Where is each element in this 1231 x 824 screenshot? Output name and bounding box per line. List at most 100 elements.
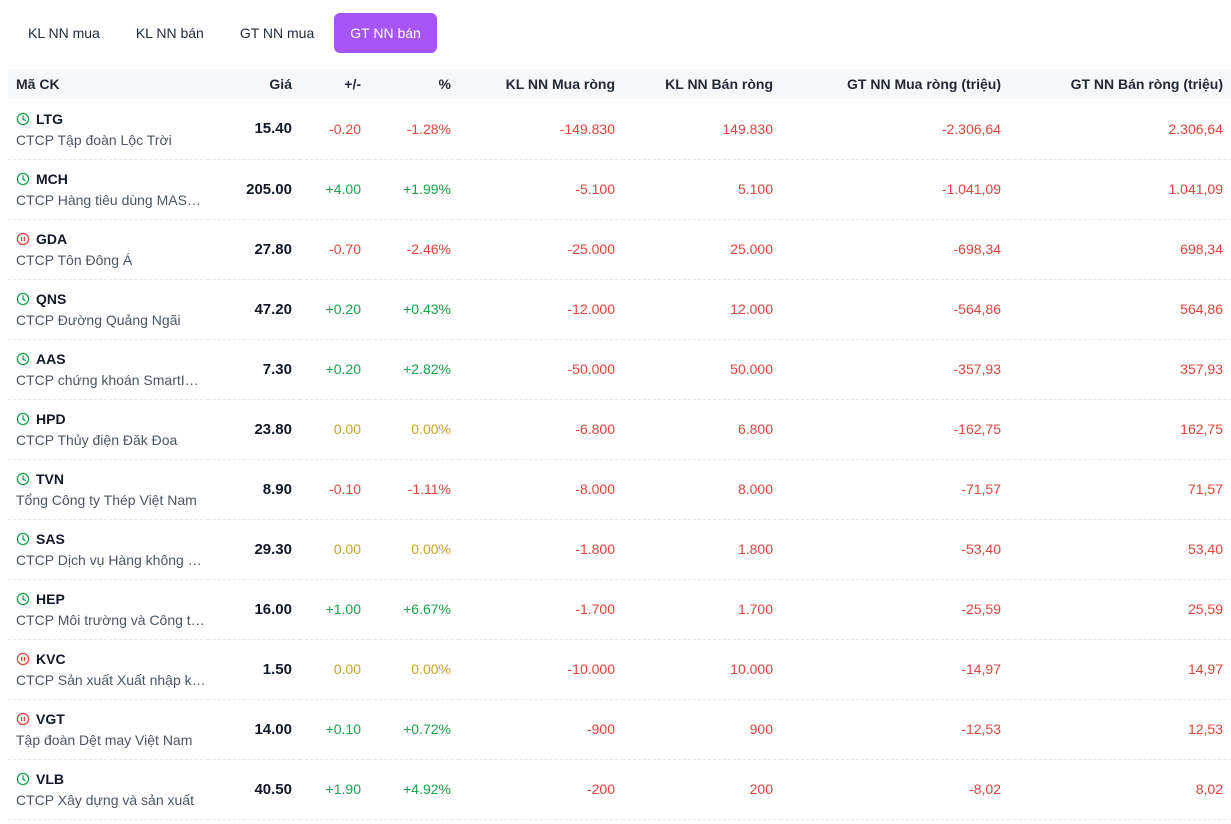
tab-kl-nn-bán[interactable]: KL NN bán — [135, 25, 204, 41]
table-row[interactable]: VLB CTCP Xây dựng và sản xuất 40.50 +1.90 +4… — [8, 759, 1231, 819]
change: 0.00 — [333, 541, 361, 557]
kl-net-sell: 6.800 — [737, 421, 773, 437]
gt-net-buy: -1.041,09 — [941, 181, 1001, 197]
tab-gt-nn-mua[interactable]: GT NN mua — [239, 25, 315, 41]
header-symbol[interactable]: Mã CK — [16, 76, 60, 92]
gt-net-buy: -8,02 — [969, 781, 1001, 797]
kl-net-buy: -50.000 — [567, 361, 615, 377]
table-row[interactable]: LTG CTCP Tập đoàn Lộc Trời 15.40 -0.20 -1.28… — [8, 99, 1231, 159]
tab-gt-nn-bán[interactable]: GT NN bán — [334, 13, 437, 53]
change: +1.90 — [325, 781, 361, 797]
table-row[interactable]: HEP CTCP Môi trường và Công trình 16.00 +1.… — [8, 579, 1231, 639]
kl-net-buy: -900 — [586, 721, 615, 737]
company-name: CTCP Hàng tiêu dùng MASAN — [16, 192, 206, 208]
tab-kl-nn-mua[interactable]: KL NN mua — [28, 25, 100, 41]
company-name: Tập đoàn Dệt may Việt Nam — [16, 732, 193, 748]
table-row[interactable]: QNS CTCP Đường Quảng Ngãi 47.20 +0.20 +0.43%… — [8, 279, 1231, 339]
table-row[interactable]: MCH CTCP Hàng tiêu dùng MASAN 205.00 +4.00 +… — [8, 159, 1231, 219]
table-row[interactable]: SAS CTCP Dịch vụ Hàng không Sân bay 29.30 0… — [8, 519, 1231, 579]
company-name: CTCP chứng khoán SmartInvest — [16, 372, 206, 388]
stock-symbol[interactable]: SAS — [36, 531, 65, 547]
symbol-cell[interactable]: VLB CTCP Xây dựng và sản xuất — [8, 759, 208, 819]
company-name: CTCP Tôn Đông Á — [16, 252, 133, 268]
percent-change: +0.72% — [403, 721, 451, 737]
company-name: CTCP Sản xuất Xuất nhập khẩu — [16, 672, 206, 688]
percent-change: +6.67% — [403, 601, 451, 617]
stock-symbol[interactable]: HEP — [36, 591, 65, 607]
stock-symbol[interactable]: GDA — [36, 231, 68, 247]
stock-symbol[interactable]: KVC — [36, 651, 66, 667]
symbol-cell[interactable]: QNS CTCP Đường Quảng Ngãi — [8, 279, 208, 339]
clock-icon — [16, 352, 30, 366]
stock-symbol[interactable]: TVN — [36, 471, 64, 487]
kl-net-buy: -8.000 — [575, 481, 615, 497]
table-row[interactable]: AAS CTCP chứng khoán SmartInvest 7.30 +0.20… — [8, 339, 1231, 399]
change: +4.00 — [325, 181, 361, 197]
symbol-cell[interactable]: TVN Tổng Công ty Thép Việt Nam — [8, 459, 208, 519]
stock-symbol[interactable]: VLB — [36, 771, 64, 787]
percent-change: 0.00% — [411, 421, 451, 437]
symbol-cell[interactable]: GDA CTCP Tôn Đông Á — [8, 219, 208, 279]
header-kl-sell[interactable]: KL NN Bán ròng — [665, 76, 773, 92]
symbol-cell[interactable]: KVC CTCP Sản xuất Xuất nhập khẩu — [8, 639, 208, 699]
percent-change: -2.46% — [406, 241, 451, 257]
gt-net-buy: -14,97 — [961, 661, 1001, 677]
gt-net-buy: -357,93 — [953, 361, 1001, 377]
symbol-cell[interactable]: MCH CTCP Hàng tiêu dùng MASAN — [8, 159, 208, 219]
kl-net-buy: -1.800 — [575, 541, 615, 557]
kl-net-sell: 8.000 — [737, 481, 773, 497]
company-name: CTCP Dịch vụ Hàng không Sân bay — [16, 552, 206, 568]
pause-icon — [16, 652, 30, 666]
header-gt-sell[interactable]: GT NN Bán ròng (triệu) — [1070, 76, 1223, 92]
kl-net-buy: -200 — [586, 781, 615, 797]
symbol-cell[interactable]: AAS CTCP chứng khoán SmartInvest — [8, 339, 208, 399]
change: +0.10 — [325, 721, 361, 737]
table-row[interactable]: KVC CTCP Sản xuất Xuất nhập khẩu 1.50 0.00 0… — [8, 639, 1231, 699]
tab-bar: KL NN mua KL NN bán GT NN mua GT NN bán — [12, 13, 441, 53]
symbol-cell[interactable]: VGT Tập đoàn Dệt may Việt Nam — [8, 699, 208, 759]
kl-net-buy: -149.830 — [559, 120, 615, 137]
gt-net-buy: -2.306,64 — [941, 120, 1001, 137]
pause-icon — [16, 712, 30, 726]
stock-symbol[interactable]: VGT — [36, 711, 65, 727]
stock-symbol[interactable]: AAS — [36, 351, 66, 367]
kl-net-buy: -6.800 — [575, 421, 615, 437]
change: +1.00 — [325, 601, 361, 617]
price: 29.30 — [254, 540, 292, 558]
stock-symbol[interactable]: QNS — [36, 291, 67, 307]
percent-change: +1.99% — [403, 181, 451, 197]
percent-change: +4.92% — [403, 781, 451, 797]
percent-change: -1.11% — [407, 481, 451, 497]
table-row[interactable]: HPD CTCP Thủy điện Đăk Đoa 23.80 0.00 0.00% -… — [8, 399, 1231, 459]
header-change[interactable]: +/- — [344, 76, 361, 92]
symbol-cell[interactable]: LTG CTCP Tập đoàn Lộc Trời — [8, 99, 208, 159]
gt-net-buy: -162,75 — [953, 421, 1001, 437]
table-row[interactable]: VGT Tập đoàn Dệt may Việt Nam 14.00 +0.10 +0… — [8, 699, 1231, 759]
gt-net-sell: 357,93 — [1180, 361, 1223, 377]
gt-net-buy: -71,57 — [961, 481, 1001, 497]
symbol-cell[interactable]: SAS CTCP Dịch vụ Hàng không Sân bay — [8, 519, 208, 579]
header-price[interactable]: Giá — [269, 76, 292, 92]
header-kl-buy[interactable]: KL NN Mua ròng — [505, 76, 615, 92]
price: 23.80 — [254, 420, 292, 438]
table-row[interactable]: TVN Tổng Công ty Thép Việt Nam 8.90 -0.10 -1… — [8, 459, 1231, 519]
clock-icon — [16, 412, 30, 426]
pause-icon — [16, 232, 30, 246]
price: 14.00 — [254, 720, 292, 738]
stock-symbol[interactable]: HPD — [36, 411, 66, 427]
company-name: CTCP Thủy điện Đăk Đoa — [16, 432, 178, 448]
foreign-trading-table: Mã CK Giá +/- % KL NN Mua ròng KL NN Bán… — [8, 69, 1231, 820]
percent-change: 0.00% — [411, 541, 451, 557]
table-row[interactable]: GDA CTCP Tôn Đông Á 27.80 -0.70 -2.46% -25.00… — [8, 219, 1231, 279]
stock-symbol[interactable]: MCH — [36, 171, 68, 187]
company-name: Tổng Công ty Thép Việt Nam — [16, 492, 197, 508]
symbol-cell[interactable]: HEP CTCP Môi trường và Công trình — [8, 579, 208, 639]
gt-net-sell: 564,86 — [1180, 301, 1223, 317]
stock-symbol[interactable]: LTG — [36, 110, 63, 127]
gt-net-buy: -564,86 — [953, 301, 1001, 317]
header-gt-buy[interactable]: GT NN Mua ròng (triệu) — [847, 76, 1001, 92]
header-percent[interactable]: % — [438, 76, 451, 92]
symbol-cell[interactable]: HPD CTCP Thủy điện Đăk Đoa — [8, 399, 208, 459]
clock-icon — [16, 592, 30, 606]
gt-net-buy: -698,34 — [953, 241, 1001, 257]
